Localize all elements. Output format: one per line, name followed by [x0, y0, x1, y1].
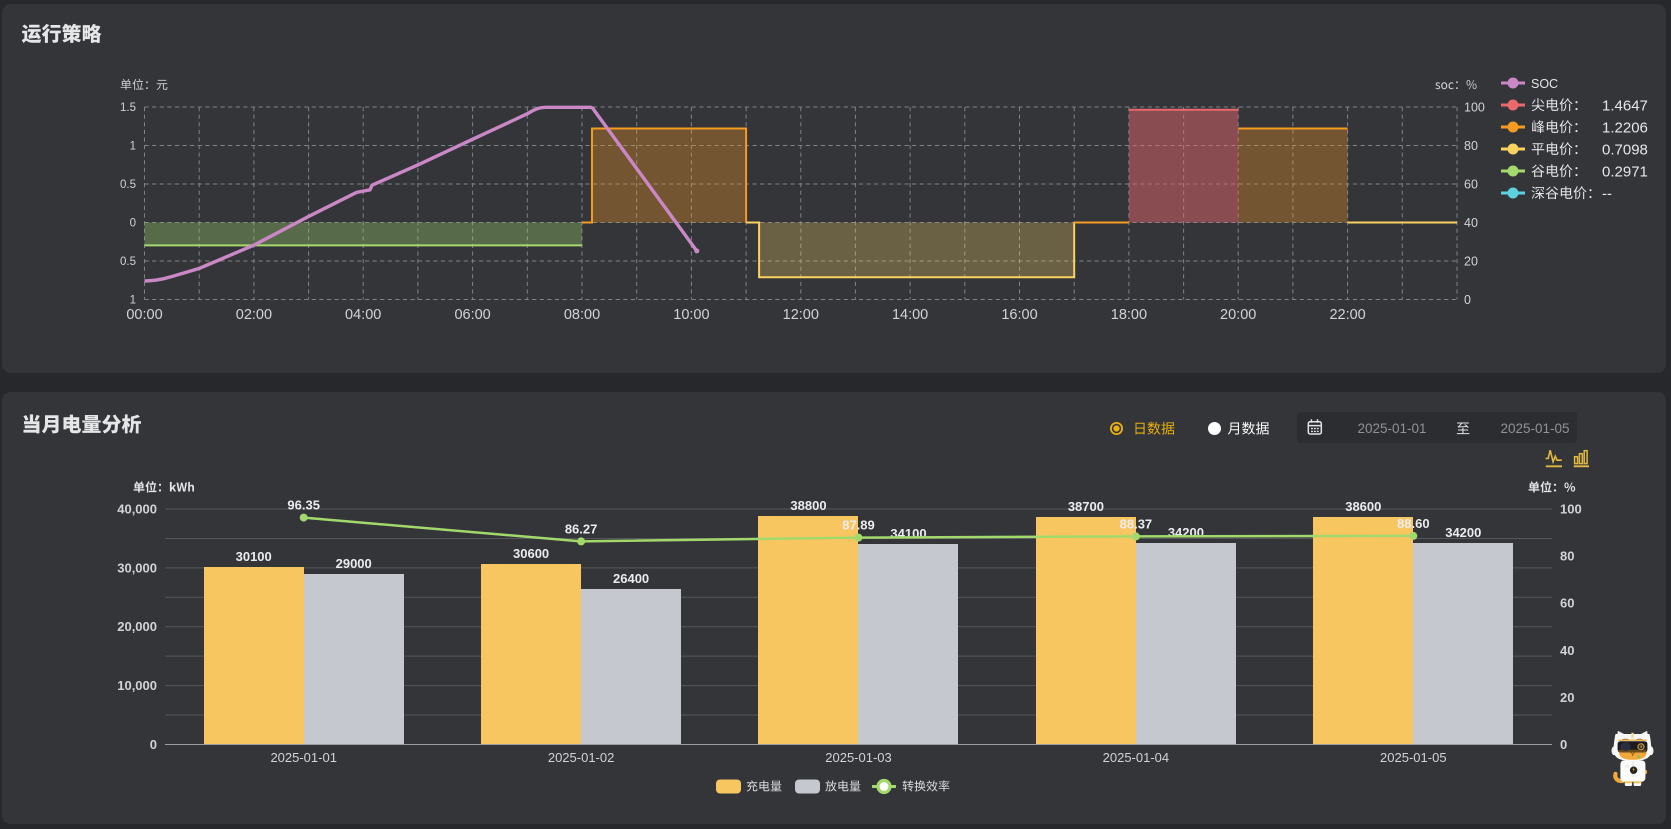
- svg-text:02:00: 02:00: [236, 307, 272, 323]
- svg-text:87.89: 87.89: [842, 518, 875, 533]
- svg-text:16:00: 16:00: [1001, 307, 1037, 323]
- svg-text:10:00: 10:00: [673, 307, 709, 323]
- svg-text:38600: 38600: [1345, 499, 1381, 514]
- svg-text:80: 80: [1560, 549, 1574, 564]
- svg-text:26400: 26400: [613, 571, 649, 586]
- svg-text:18:00: 18:00: [1111, 307, 1147, 323]
- svg-text:38800: 38800: [790, 498, 826, 513]
- svg-text:2025-01-04: 2025-01-04: [1103, 750, 1170, 765]
- svg-text:0: 0: [1464, 293, 1471, 307]
- svg-text:22:00: 22:00: [1329, 307, 1365, 323]
- svg-text:20,000: 20,000: [117, 619, 157, 634]
- svg-text:1: 1: [130, 295, 136, 307]
- svg-text:00:00: 00:00: [126, 307, 162, 323]
- svg-text:12:00: 12:00: [783, 307, 819, 323]
- svg-text:100: 100: [1464, 101, 1485, 115]
- svg-text:1.4647: 1.4647: [1602, 98, 1648, 115]
- svg-text:88.37: 88.37: [1120, 516, 1153, 531]
- svg-text:80: 80: [1464, 139, 1478, 153]
- svg-text:96.35: 96.35: [287, 498, 320, 513]
- svg-text:60: 60: [1560, 596, 1574, 611]
- svg-text:34200: 34200: [1168, 525, 1204, 540]
- svg-text:2025-01-03: 2025-01-03: [825, 750, 892, 765]
- svg-text:0: 0: [130, 218, 136, 230]
- svg-text:0: 0: [150, 737, 157, 752]
- svg-text:30,000: 30,000: [117, 560, 157, 575]
- svg-text:--: --: [1602, 186, 1612, 203]
- svg-text:0.7098: 0.7098: [1602, 142, 1648, 159]
- svg-text:06:00: 06:00: [454, 307, 490, 323]
- svg-text:60: 60: [1464, 178, 1478, 192]
- svg-text:2025-01-05: 2025-01-05: [1500, 421, 1569, 436]
- svg-text:04:00: 04:00: [345, 307, 381, 323]
- svg-text:40: 40: [1464, 216, 1478, 230]
- svg-text:20: 20: [1560, 690, 1574, 705]
- svg-text:34200: 34200: [1445, 525, 1481, 540]
- svg-text:86.27: 86.27: [565, 521, 598, 536]
- svg-text:88.60: 88.60: [1397, 516, 1430, 531]
- svg-text:2025-01-02: 2025-01-02: [548, 750, 615, 765]
- svg-text:0.5: 0.5: [120, 179, 136, 191]
- svg-text:14:00: 14:00: [892, 307, 928, 323]
- svg-text:2025-01-01: 2025-01-01: [270, 750, 337, 765]
- svg-text:SOC: SOC: [1531, 77, 1558, 91]
- svg-text:40,000: 40,000: [117, 502, 157, 517]
- svg-text:38700: 38700: [1068, 499, 1104, 514]
- svg-text:30100: 30100: [236, 549, 272, 564]
- svg-text:20:00: 20:00: [1220, 307, 1256, 323]
- svg-text:0.5: 0.5: [120, 256, 136, 268]
- svg-text:2025-01-05: 2025-01-05: [1380, 750, 1447, 765]
- svg-text:34100: 34100: [890, 526, 926, 541]
- svg-text:29000: 29000: [336, 556, 372, 571]
- svg-text:2025-01-01: 2025-01-01: [1357, 421, 1426, 436]
- svg-text:0.2971: 0.2971: [1602, 164, 1648, 181]
- svg-text:0: 0: [1560, 737, 1567, 752]
- svg-text:1: 1: [130, 141, 136, 153]
- svg-text:10,000: 10,000: [117, 678, 157, 693]
- svg-text:100: 100: [1560, 502, 1582, 517]
- svg-text:20: 20: [1464, 255, 1478, 269]
- svg-text:30600: 30600: [513, 546, 549, 561]
- svg-text:40: 40: [1560, 643, 1574, 658]
- svg-text:1.2206: 1.2206: [1602, 120, 1648, 137]
- svg-text:1.5: 1.5: [120, 102, 136, 114]
- svg-text:08:00: 08:00: [564, 307, 600, 323]
